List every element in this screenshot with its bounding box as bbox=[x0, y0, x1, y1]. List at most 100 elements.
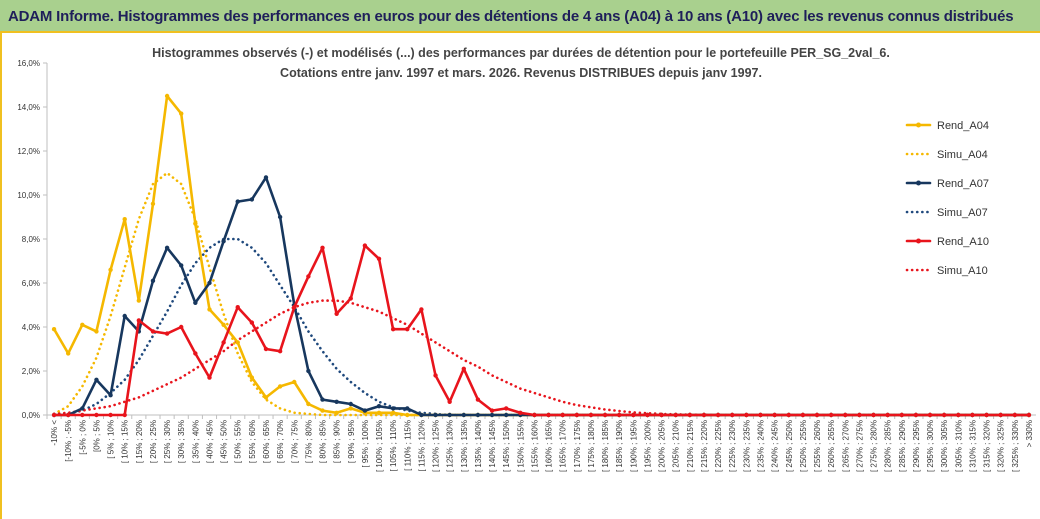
legend-marker bbox=[916, 238, 921, 244]
x-tick-label: [ 150% ; 155% bbox=[516, 420, 525, 472]
data-point bbox=[277, 384, 283, 389]
data-point bbox=[701, 412, 707, 418]
legend-marker bbox=[916, 180, 921, 186]
data-point bbox=[1012, 412, 1018, 418]
x-tick-label: [ 215% ; 220% bbox=[700, 420, 709, 472]
x-tick-label: [ 320% ; 325% bbox=[997, 420, 1006, 472]
series-simu-a10 bbox=[52, 299, 1031, 417]
data-point bbox=[207, 307, 212, 312]
legend-label: Simu_A07 bbox=[937, 207, 988, 219]
x-tick-label: [ 195% ; 200% bbox=[643, 420, 652, 472]
data-point bbox=[108, 412, 113, 418]
series-line bbox=[52, 94, 1031, 417]
legend-entry-simu-a04: Simu_A04 bbox=[905, 149, 988, 161]
data-point bbox=[447, 399, 452, 404]
x-tick-label: > 330% bbox=[1025, 420, 1034, 447]
x-tick-label: -10% < bbox=[50, 420, 59, 446]
x-tick-label: [ 265% ; 270% bbox=[841, 420, 850, 472]
data-point bbox=[376, 256, 382, 261]
data-point bbox=[871, 412, 876, 418]
data-point bbox=[235, 199, 240, 204]
x-tick-label: [ 235% ; 240% bbox=[756, 420, 765, 472]
x-tick-label: [ 40% ; 45% bbox=[205, 420, 214, 463]
data-point bbox=[405, 327, 410, 332]
x-tick-label: [ 5% ; 10% bbox=[107, 420, 116, 459]
data-point bbox=[221, 340, 226, 345]
data-point bbox=[179, 324, 184, 330]
y-tick-label: 10,0% bbox=[17, 191, 40, 200]
x-tick-label: [ 55% ; 60% bbox=[248, 420, 257, 463]
data-point bbox=[560, 412, 565, 418]
data-point bbox=[51, 412, 57, 418]
data-point bbox=[489, 408, 495, 413]
banner-title: ADAM Informe. Histogrammes des performan… bbox=[8, 8, 1014, 25]
x-tick-label: [ 95% ; 100% bbox=[361, 420, 370, 468]
legend-entry-simu-a07: Simu_A07 bbox=[905, 207, 988, 219]
data-point bbox=[687, 412, 693, 418]
data-point bbox=[730, 412, 735, 418]
x-tick-label: [ 250% ; 255% bbox=[799, 420, 808, 472]
data-point bbox=[179, 111, 184, 116]
x-tick-label: [ 125% ; 130% bbox=[446, 420, 455, 472]
x-tick-label: [ 255% ; 260% bbox=[813, 420, 822, 472]
data-point bbox=[249, 197, 255, 202]
data-point bbox=[65, 412, 71, 418]
data-point bbox=[193, 300, 198, 305]
data-point bbox=[715, 412, 721, 418]
data-point bbox=[94, 377, 99, 382]
data-point bbox=[659, 412, 664, 418]
data-point bbox=[899, 412, 904, 418]
data-point bbox=[461, 412, 466, 418]
data-point bbox=[150, 201, 156, 206]
data-point bbox=[108, 393, 113, 398]
series-rend-a04 bbox=[51, 93, 1032, 418]
x-tick-label: [ 140% ; 145% bbox=[488, 420, 497, 472]
data-point bbox=[277, 349, 283, 354]
data-point bbox=[984, 412, 989, 418]
x-tick-label: [ 175% ; 180% bbox=[587, 420, 596, 472]
data-point bbox=[362, 243, 368, 248]
data-point bbox=[405, 412, 410, 418]
data-point bbox=[376, 410, 382, 415]
x-tick-label: [ 200% ; 205% bbox=[658, 420, 667, 472]
data-point bbox=[828, 412, 834, 418]
x-tick-label: [ 45% ; 50% bbox=[220, 420, 229, 463]
x-tick-label: [ 275% ; 280% bbox=[870, 420, 879, 472]
chart-title-line-1: Histogrammes observés (-) et modélisés (… bbox=[152, 46, 890, 60]
data-point bbox=[263, 175, 269, 180]
x-tick-label: [ 260% ; 265% bbox=[827, 420, 836, 472]
data-point bbox=[433, 412, 438, 418]
x-tick-label: [ 210% ; 215% bbox=[686, 420, 695, 472]
x-tick-label: [ 75% ; 80% bbox=[304, 420, 313, 463]
legend-marker bbox=[916, 122, 921, 128]
data-point bbox=[150, 329, 156, 334]
data-point bbox=[617, 412, 622, 418]
x-tick-label: [ 105% ; 110% bbox=[389, 420, 398, 471]
legend-entry-rend-a04: Rend_A04 bbox=[905, 120, 989, 132]
x-tick-label: [ 145% ; 150% bbox=[502, 420, 511, 472]
data-point bbox=[136, 298, 142, 303]
x-tick-label: [ 190% ; 195% bbox=[629, 420, 638, 472]
data-point bbox=[221, 239, 226, 244]
y-tick-label: 14,0% bbox=[17, 103, 40, 112]
data-point bbox=[65, 351, 71, 356]
data-point bbox=[235, 305, 240, 310]
legend-entry-rend-a10: Rend_A10 bbox=[905, 236, 989, 248]
data-point bbox=[376, 404, 382, 409]
data-point bbox=[758, 412, 763, 418]
x-tick-label: [ 20% ; 25% bbox=[149, 420, 158, 463]
x-tick-label: [ 35% ; 40% bbox=[191, 420, 200, 463]
y-tick-label: 2,0% bbox=[22, 367, 40, 376]
x-tick-label: [ 115% ; 120% bbox=[417, 420, 426, 471]
data-point bbox=[390, 327, 396, 332]
data-point bbox=[235, 340, 240, 345]
data-point bbox=[405, 406, 410, 411]
data-point bbox=[956, 412, 961, 418]
x-tick-label: [ 280% ; 285% bbox=[884, 420, 893, 472]
data-point bbox=[475, 412, 481, 418]
data-point bbox=[193, 351, 198, 356]
y-tick-label: 8,0% bbox=[22, 235, 40, 244]
x-tick-label: [ 65% ; 70% bbox=[276, 420, 285, 463]
data-point bbox=[970, 412, 975, 418]
x-tick-label: [ 205% ; 210% bbox=[672, 420, 681, 472]
